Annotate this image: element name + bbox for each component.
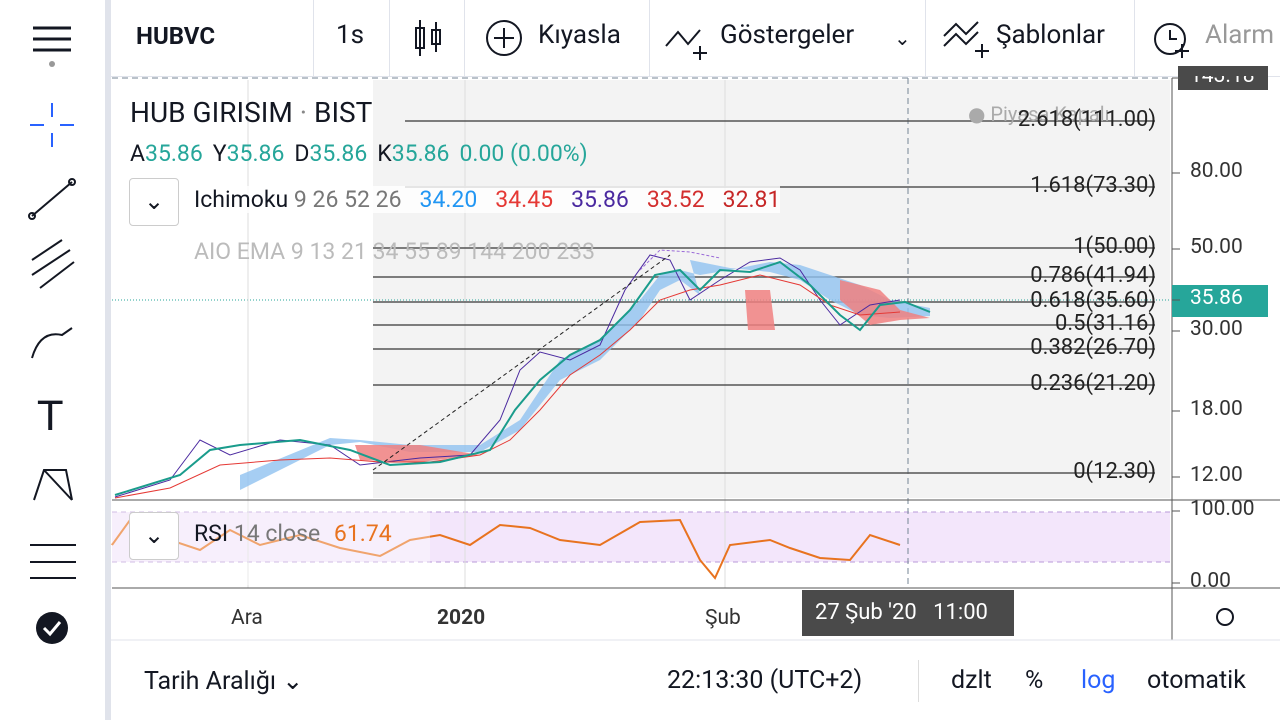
percent[interactable]: % [1025,666,1044,695]
price-label: 12.00 [1190,463,1243,487]
auto[interactable]: otomatik [1147,666,1246,695]
time-label: Şub [705,606,741,630]
crosshair-date: 27 Şub '20 11:00 [815,600,988,625]
alarm-icon [1154,23,1189,58]
ohlc-key: D [294,140,310,167]
price-label: 143.18 [1190,64,1255,88]
ichimoku-value: 33.52 [646,186,705,213]
plus-icon [486,20,522,56]
fib-zone [373,80,1170,498]
log[interactable]: log [1081,666,1116,695]
ohlc-key: Y [212,140,227,167]
symbol[interactable]: HUBVC [136,22,216,50]
price-label: 0.00 [1190,569,1231,593]
left-toolbar: T [0,0,111,720]
rsi-value: 61.74 [333,520,392,547]
fib-label: 0.236(21.20) [1030,371,1156,396]
ichimoku-value: 32.81 [722,186,781,213]
candle-icon [415,20,441,56]
ohlc-value: 35.86 [309,140,368,167]
ichimoku-value: 35.86 [571,186,629,213]
ichimoku-legend: Ichimoku 9 26 52 26 34.20 34.45 35.86 33.52 3… [194,186,781,213]
collapse-button[interactable]: ⌄ [129,178,179,226]
price-label: 30.00 [1190,317,1243,341]
ichimoku-value: 34.20 [419,186,478,213]
adjust[interactable]: dzlt [951,666,992,695]
ohlc-item: K35.86 [377,140,449,167]
fib-label: 0.5(31.16) [1055,311,1156,336]
fib-label: 0.786(41.94) [1030,263,1156,288]
legend-title: HUB GIRISIM · BIST [130,96,373,129]
price-label: 50.00 [1190,235,1243,259]
ohlc-key: A [130,140,146,167]
ohlc: A35.86 Y35.86 D35.86 K35.86 0.00 (0.00%) [130,140,588,167]
tool-icons: T [28,26,76,644]
ohlc-value: 35.86 [226,140,285,167]
ohlc-key: K [377,140,392,167]
fib-label: 1.618(73.30) [1030,173,1156,198]
indicators[interactable]: Göstergeler [720,20,855,50]
exchange: BIST [314,96,373,129]
fib-label: 0.382(26.70) [1030,335,1156,360]
template-icon [943,21,989,58]
ichimoku-params: 9 26 52 26 [293,186,402,213]
range: Tarih Aralığı [144,667,277,696]
top-toolbar [111,0,1280,77]
templates[interactable]: Şablonlar [996,20,1105,50]
ohlc-item: A35.86 [130,140,203,167]
rsi-legend: RSI 14 close 61.74 [194,520,392,547]
status: Piyasa Kapalı [990,102,1110,126]
price-label: 100.00 [1190,497,1255,521]
svg-text:T: T [37,394,63,440]
time-label: 2020 [437,606,486,630]
interval[interactable]: 1s [336,20,365,50]
price-label: 35.86 [1190,286,1243,310]
date-range[interactable]: Tarih Aralığı ⌄ [144,667,304,696]
fib-label: 0(12.30) [1073,459,1156,484]
ohlc-item: D35.86 [294,140,367,167]
symbol-name: HUB GIRISIM [130,96,293,129]
ichimoku-name: Ichimoku [194,186,289,213]
market-status: ● Piyasa Kapalı [968,102,1110,126]
change: 0.00 (0.00%) [459,140,588,167]
dropdown-caret[interactable]: ⌄ [894,26,911,50]
collapse-button[interactable]: ⌄ [129,512,179,560]
time: 11:00 [933,600,988,625]
fib-label: 2.618(111.00) [1017,107,1156,132]
ichimoku-value: 34.45 [495,186,554,213]
compare[interactable]: Kıyasla [538,20,621,50]
alerts[interactable]: Alarm [1205,20,1275,50]
rsi-params: 14 close [233,520,321,547]
fib-label: 0.618(35.60) [1030,288,1156,313]
rsi-name: RSI [194,520,229,547]
ohlc-value: 35.86 [391,140,450,167]
price-label: 18.00 [1190,397,1243,421]
ohlc-item: Y35.86 [213,140,285,167]
ema-legend: AIO EMA 9 13 21 34 55 89 144 200 233 [194,238,596,265]
indicator-icon [665,29,707,60]
ohlc-value: 35.86 [145,140,203,167]
clock: 22:13:30 (UTC+2) [667,666,863,695]
time-label: Ara [231,606,263,630]
price-label: 80.00 [1190,159,1243,183]
date: 27 Şub '20 [815,600,917,625]
fib-label: 1(50.00) [1073,234,1156,259]
